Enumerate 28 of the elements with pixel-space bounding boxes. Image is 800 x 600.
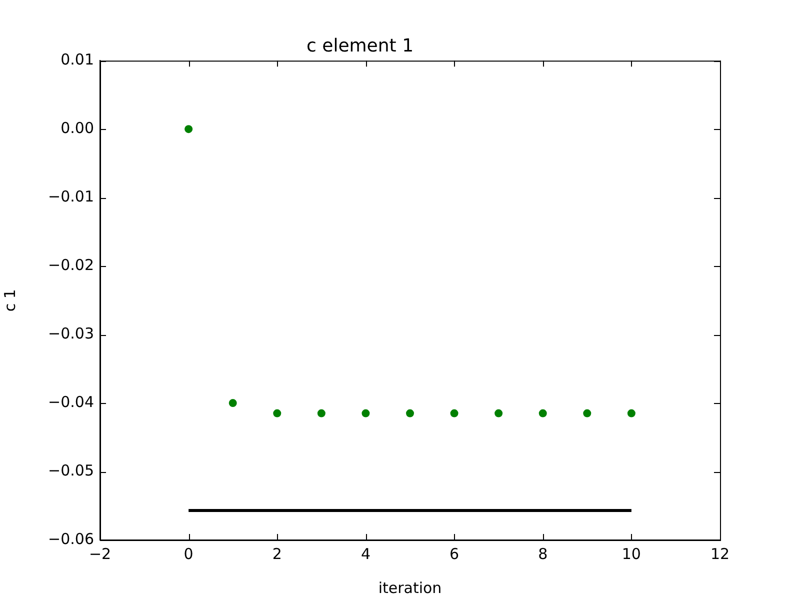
- point: [362, 409, 370, 418]
- y-tick-label: 0.01: [60, 50, 94, 68]
- y-tick-label: 0.00: [60, 118, 94, 137]
- point: [273, 409, 282, 418]
- x-tick-label: 12: [710, 544, 730, 563]
- x-tick-label: 2: [272, 544, 282, 563]
- point: [406, 409, 414, 418]
- point: [583, 409, 592, 418]
- x-tick-label: 4: [360, 544, 370, 563]
- point: [184, 125, 193, 134]
- y-tick-label: −0.01: [48, 187, 94, 206]
- x-tick-label: 0: [184, 544, 194, 563]
- y-tick-label: −0.02: [48, 256, 94, 274]
- point: [228, 399, 237, 408]
- x-axis-title: iteration: [378, 578, 442, 597]
- x-tick-label: 6: [450, 544, 460, 563]
- point: [494, 409, 503, 418]
- y-axis-title: c 1: [0, 289, 19, 312]
- x-tick-label: 8: [538, 544, 548, 563]
- y-tick-label: −0.04: [48, 392, 94, 411]
- point: [538, 409, 547, 418]
- point: [627, 409, 636, 418]
- chart-title: c element 1: [306, 35, 414, 56]
- y-tick-label: −0.05: [48, 461, 94, 480]
- x-tick-label: 10: [622, 544, 641, 563]
- point: [317, 409, 326, 418]
- point: [450, 409, 458, 418]
- y-tick-label: −0.03: [48, 324, 94, 342]
